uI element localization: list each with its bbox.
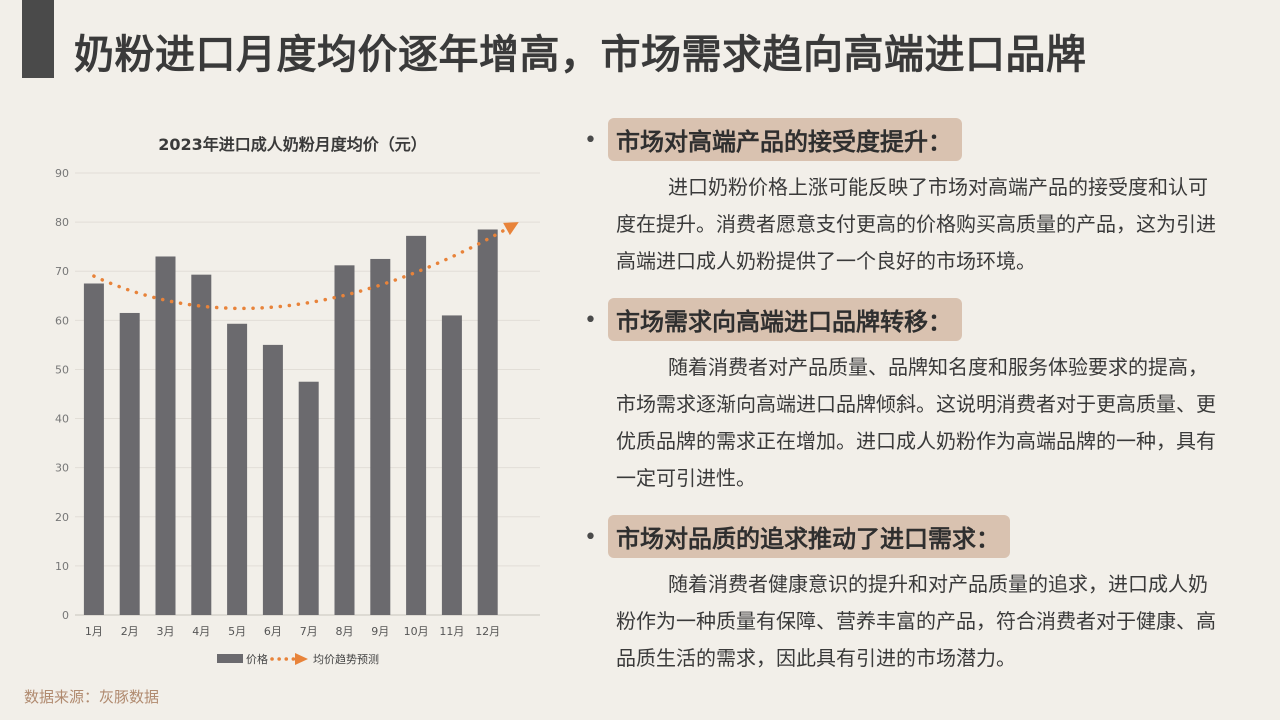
bullet-dot: • <box>584 128 597 153</box>
insight-body: 随着消费者健康意识的提升和对产品质量的追求，进口成人奶粉作为一种质量有保障、营养… <box>616 572 1216 670</box>
x-tick-label: 6月 <box>264 625 282 638</box>
insight-section: • 市场需求向高端进口品牌转移： 随着消费者对产品质量、品牌知名度和服务体验要求… <box>584 298 1224 497</box>
bar <box>477 229 498 615</box>
title-accent-bar <box>22 0 54 78</box>
x-tick-label: 5月 <box>228 625 246 638</box>
bar <box>262 344 283 615</box>
legend-swatch-bar <box>217 654 243 663</box>
y-tick-label: 10 <box>55 560 69 573</box>
data-source: 数据来源：灰豚数据 <box>24 688 160 706</box>
bar <box>155 256 176 615</box>
bar <box>406 235 427 615</box>
y-tick-label: 80 <box>55 216 69 229</box>
insight-body: 进口奶粉价格上涨可能反映了市场对高端产品的接受度和认可度在提升。消费者愿意支付更… <box>616 175 1216 273</box>
bar <box>83 283 104 615</box>
bar <box>227 323 248 615</box>
insight-heading: 市场需求向高端进口品牌转移： <box>608 298 962 341</box>
bar-chart: 2023年进口成人奶粉月度均价（元） 0 10 20 30 40 50 60 70 80 90 1月 2… <box>0 120 570 680</box>
chart-title: 2023年进口成人奶粉月度均价（元） <box>158 135 427 154</box>
legend-label: 均价趋势预测 <box>313 653 379 666</box>
y-tick-label: 90 <box>55 167 69 180</box>
insight-heading: 市场对高端产品的接受度提升： <box>608 118 962 161</box>
bar <box>441 315 462 615</box>
bar <box>119 312 140 615</box>
bar <box>334 265 355 615</box>
y-tick-label: 40 <box>55 413 69 426</box>
insights-panel: • 市场对高端产品的接受度提升： 进口奶粉价格上涨可能反映了市场对高端产品的接受… <box>584 118 1224 695</box>
y-tick-label: 0 <box>62 609 69 622</box>
trend-arrowhead <box>503 222 519 236</box>
bullet-dot: • <box>584 308 597 333</box>
x-tick-label: 3月 <box>157 625 175 638</box>
x-tick-label: 10月 <box>404 625 429 638</box>
trend-line <box>92 225 512 311</box>
x-tick-label: 1月 <box>85 625 103 638</box>
insight-section: • 市场对品质的追求推动了进口需求： 随着消费者健康意识的提升和对产品质量的追求… <box>584 515 1224 677</box>
y-tick-label: 60 <box>55 314 69 327</box>
bullet-dot: • <box>584 525 597 550</box>
y-tick-label: 20 <box>55 511 69 524</box>
legend-label: 价格 <box>246 652 268 666</box>
insight-section: • 市场对高端产品的接受度提升： 进口奶粉价格上涨可能反映了市场对高端产品的接受… <box>584 118 1224 280</box>
x-tick-label: 7月 <box>300 625 318 638</box>
y-tick-label: 70 <box>55 265 69 278</box>
insight-heading: 市场对品质的追求推动了进口需求： <box>608 515 1010 558</box>
x-tick-label: 9月 <box>371 625 389 638</box>
y-tick-label: 50 <box>55 363 69 376</box>
x-tick-label: 11月 <box>439 625 464 638</box>
bar <box>370 258 391 615</box>
x-tick-label: 12月 <box>475 625 500 638</box>
y-tick-label: 30 <box>55 462 69 475</box>
chart-svg: 2023年进口成人奶粉月度均价（元） 0 10 20 30 40 50 60 70 80 90 1月 2… <box>55 135 540 666</box>
bar <box>191 274 212 615</box>
legend-arrow <box>295 653 308 665</box>
bar <box>298 381 319 615</box>
x-tick-label: 2月 <box>121 625 139 638</box>
x-tick-label: 8月 <box>336 625 354 638</box>
insight-body: 随着消费者对产品质量、品牌知名度和服务体验要求的提高，市场需求逐渐向高端进口品牌… <box>616 355 1216 490</box>
x-tick-label: 4月 <box>192 625 210 638</box>
page-title: 奶粉进口月度均价逐年增高，市场需求趋向高端进口品牌 <box>74 32 1087 78</box>
